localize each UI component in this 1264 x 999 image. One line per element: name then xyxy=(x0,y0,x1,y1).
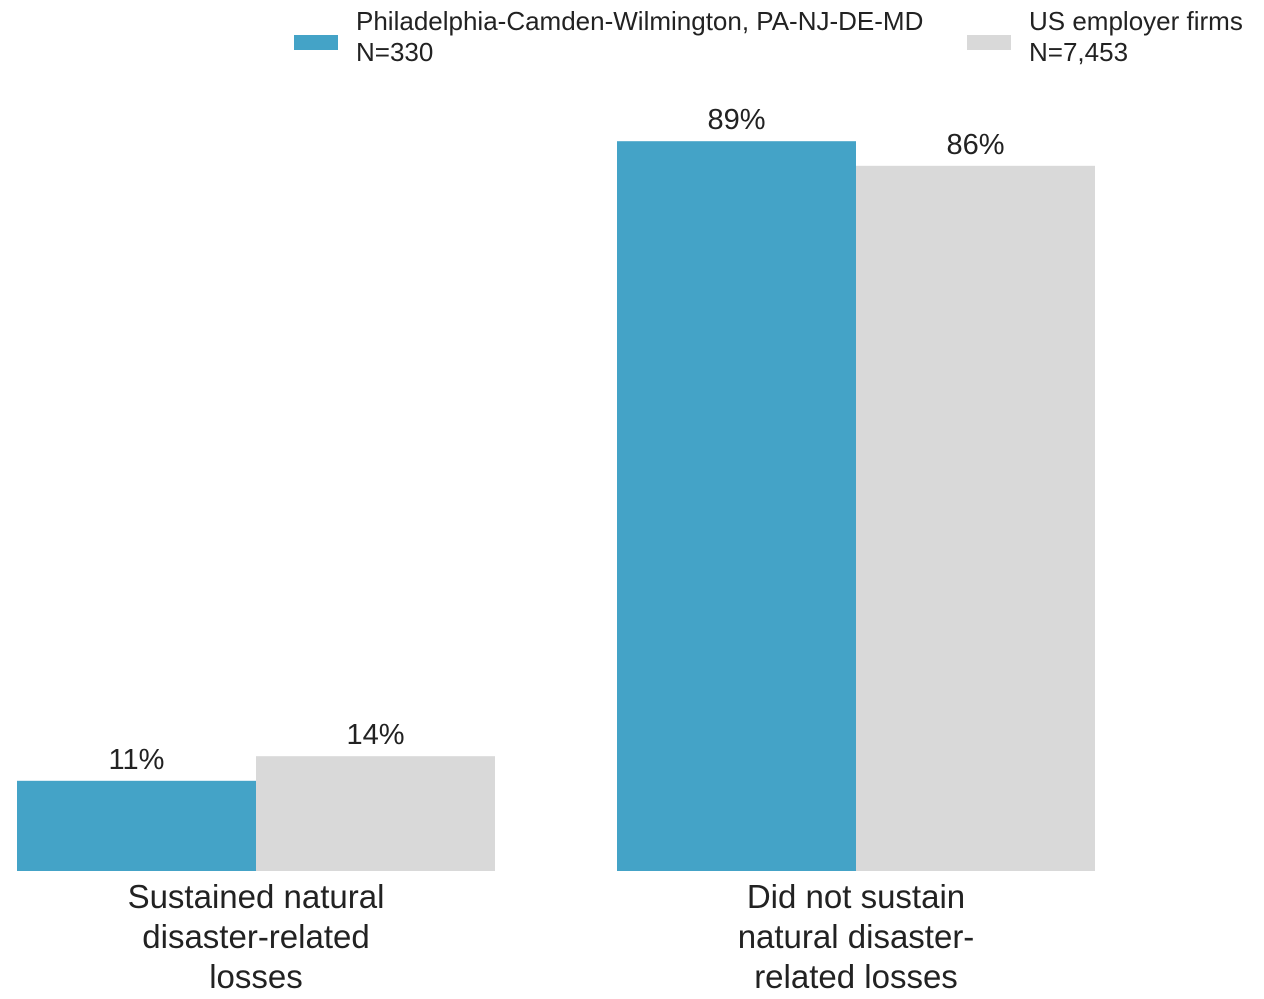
category-label-did-not-sustain-natural-disaster-related-losses-line-3: related losses xyxy=(754,958,958,994)
category-label-sustained-natural-disaster-related-losses-line-2: disaster-related xyxy=(142,918,369,955)
legend-label-philadelphia: Philadelphia-Camden-Wilmington, PA-NJ-DE… xyxy=(356,6,923,36)
legend-sub-us-employer-firms: N=7,453 xyxy=(1029,37,1128,67)
legend-sub-philadelphia: N=330 xyxy=(356,37,433,67)
bar-us-employer-firms-did-not-sustain-natural-disaster-related-losses xyxy=(856,165,1095,872)
bar-philadelphia-sustained-natural-disaster-related-losses xyxy=(17,780,256,871)
data-label-us-employer-firms-sustained-natural-disaster-related-losses: 14% xyxy=(346,719,404,751)
data-label-philadelphia-sustained-natural-disaster-related-losses: 11% xyxy=(109,744,165,776)
legend-swatch-philadelphia xyxy=(294,35,338,50)
data-labels: 11% 14% 89% 86% xyxy=(109,104,1005,776)
legend: Philadelphia-Camden-Wilmington, PA-NJ-DE… xyxy=(294,6,1243,67)
category-label-did-not-sustain-natural-disaster-related-losses-line-1: Did not sustain xyxy=(747,878,965,915)
bars xyxy=(17,141,1095,872)
category-label-sustained-natural-disaster-related-losses-line-1: Sustained natural xyxy=(128,878,385,915)
category-label-did-not-sustain-natural-disaster-related-losses-line-2: natural disaster- xyxy=(738,918,975,955)
data-label-us-employer-firms-did-not-sustain-natural-disaster-related-losses: 86% xyxy=(946,129,1004,161)
bar-philadelphia-did-not-sustain-natural-disaster-related-losses xyxy=(617,141,856,871)
category-label-sustained-natural-disaster-related-losses-line-3: losses xyxy=(209,958,303,994)
legend-label-us-employer-firms: US employer firms xyxy=(1029,6,1243,36)
bar-us-employer-firms-sustained-natural-disaster-related-losses xyxy=(256,756,495,871)
legend-swatch-us-employer-firms xyxy=(967,35,1011,50)
data-label-philadelphia-did-not-sustain-natural-disaster-related-losses: 89% xyxy=(707,104,765,136)
